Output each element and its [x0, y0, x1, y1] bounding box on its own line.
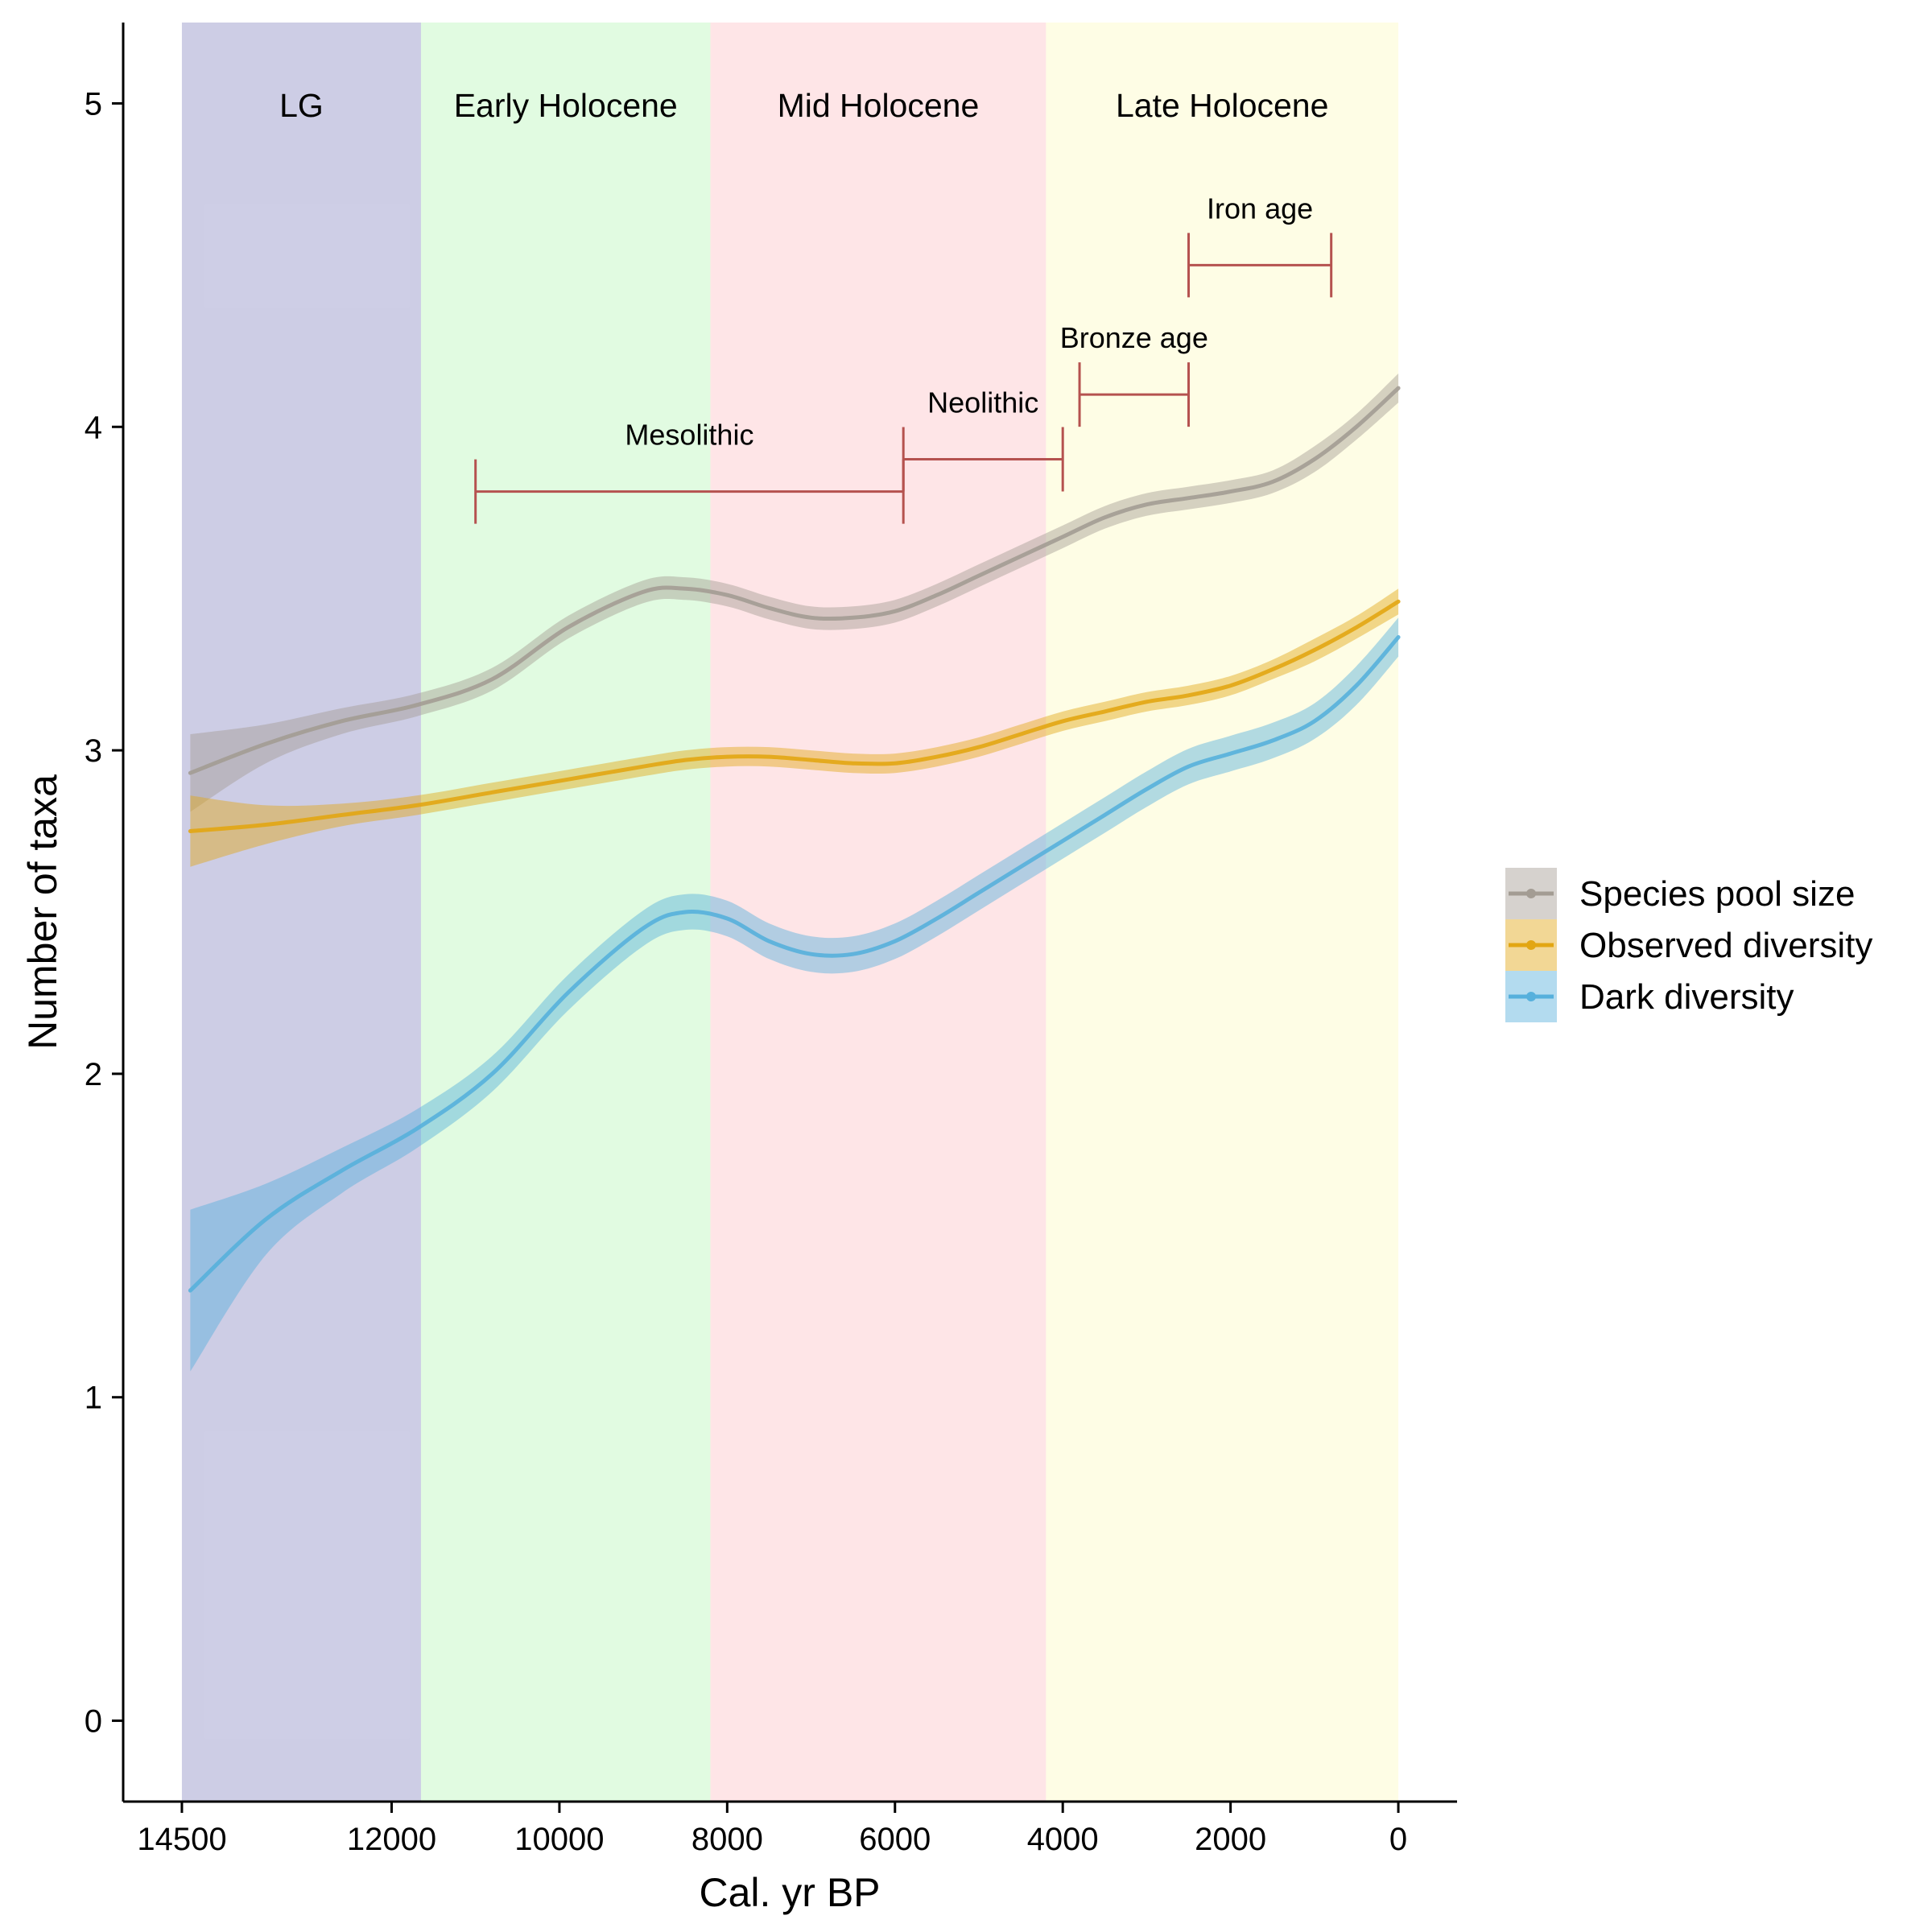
period-band	[710, 23, 1046, 1802]
period-band	[181, 23, 421, 1802]
x-tick-label: 10000	[514, 1822, 604, 1857]
confidence-ribbons	[190, 374, 1399, 1372]
period-label: Mid Holocene	[778, 87, 980, 124]
axes	[122, 23, 1457, 1803]
y-axis-title: Number of taxa	[20, 774, 65, 1050]
legend-label: Dark diversity	[1579, 977, 1794, 1017]
confidence-ribbon	[190, 588, 1399, 867]
x-tick-label: 14500	[137, 1822, 226, 1857]
legend-marker	[1526, 992, 1536, 1001]
x-tick-label: 4000	[1027, 1822, 1099, 1857]
period-label: LG	[279, 87, 324, 124]
y-tick-label: 0	[85, 1704, 102, 1740]
cultural-period-label: Bronze age	[1060, 321, 1208, 354]
cultural-period-label: Neolithic	[927, 386, 1038, 419]
y-tick-label: 1	[85, 1381, 102, 1416]
legend-key	[1505, 919, 1557, 971]
cultural-period-label: Iron age	[1207, 192, 1313, 225]
legend-label: Species pool size	[1579, 874, 1855, 914]
period-label: Early Holocene	[454, 87, 678, 124]
period-bands	[181, 23, 1399, 1802]
y-tick-label: 4	[85, 410, 102, 445]
series-line	[188, 635, 1401, 1293]
legend-label: Observed diversity	[1579, 926, 1872, 965]
series-lines	[188, 386, 1401, 1293]
y-tick-label: 5	[85, 86, 102, 122]
cultural-period-brackets: Mesolithic Neolithic Bronze age Iron age	[474, 192, 1333, 524]
confidence-ribbon	[190, 617, 1399, 1372]
y-tick-label: 2	[85, 1057, 102, 1092]
y-tick-label: 3	[85, 733, 102, 769]
legend: Species pool size Observed diversity Dark …	[1505, 868, 1872, 1022]
legend-marker	[1526, 889, 1536, 898]
legend-key	[1505, 868, 1557, 919]
x-tick-label: 0	[1389, 1822, 1407, 1857]
x-tick-label: 2000	[1195, 1822, 1266, 1857]
x-tick-label: 6000	[859, 1822, 931, 1857]
x-axis-title: Cal. yr BP	[699, 1870, 880, 1915]
series-line	[188, 386, 1401, 775]
period-labels: LG Early Holocene Mid Holocene Late Holocen…	[279, 87, 1328, 124]
period-band	[1046, 23, 1399, 1802]
period-band	[420, 23, 711, 1802]
y-ticks: 0 1 2 3 4 5	[85, 86, 123, 1740]
cultural-period-label: Mesolithic	[625, 419, 753, 452]
series-line	[188, 599, 1401, 833]
x-ticks: 14500 12000 10000 8000 6000 4000 2000 0	[137, 1802, 1407, 1857]
period-label: Late Holocene	[1116, 87, 1328, 124]
x-tick-label: 12000	[347, 1822, 436, 1857]
x-tick-label: 8000	[691, 1822, 763, 1857]
legend-marker	[1526, 940, 1536, 950]
legend-key	[1505, 971, 1557, 1022]
